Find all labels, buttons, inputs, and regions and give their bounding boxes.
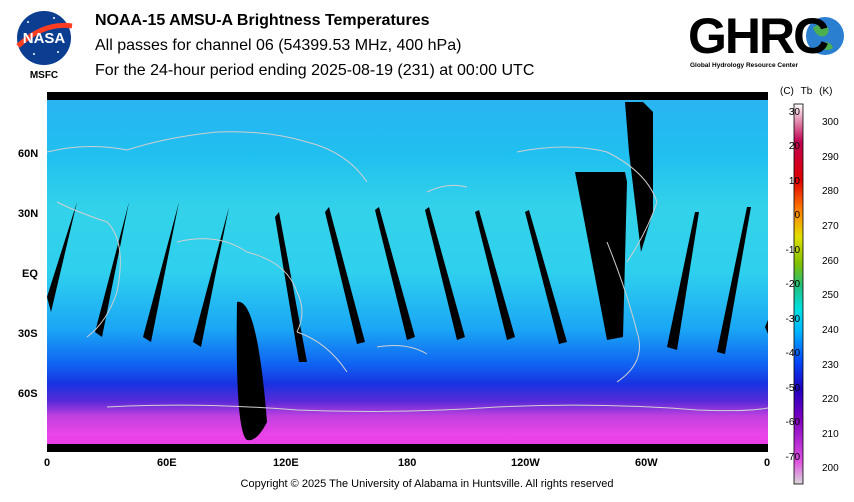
cb-c-m40: -40 [785, 348, 800, 359]
lon-label-0: 0 [44, 457, 51, 469]
swath-gap [95, 202, 129, 337]
cb-c-20: 20 [788, 141, 800, 152]
nasa-logo: NASA [14, 8, 74, 84]
cb-k-200: 200 [822, 463, 839, 474]
colorbar [777, 102, 827, 486]
ghrc-logo [685, 8, 850, 78]
north-pole-no-data [47, 92, 768, 100]
colorbar-header-tb: Tb [800, 86, 813, 97]
lat-label-30n: 30N [18, 208, 39, 220]
colorbar-header: (C) Tb (K) [780, 86, 832, 97]
cb-c-m10: -10 [785, 245, 800, 256]
chart-title: NOAA-15 AMSU-A Brightness Temperatures [95, 12, 430, 29]
cb-k-260: 260 [822, 256, 839, 267]
coastlines [46, 131, 769, 412]
temperature-field [47, 92, 768, 452]
lat-label-eq: EQ [22, 268, 38, 280]
lon-label-60e: 60E [157, 457, 177, 469]
lat-label-60s: 60S [18, 388, 38, 400]
ghrc-subtitle: Global Hydrology Resource Center [690, 62, 798, 69]
cb-c-0: 0 [794, 210, 800, 221]
colorbar-header-celsius: (C) [780, 86, 794, 97]
nasa-logo-text: NASA [23, 30, 66, 47]
colorbar-header-kelvin: (K) [819, 86, 833, 97]
cb-k-250: 250 [822, 290, 839, 301]
lon-label-120e: 120E [273, 457, 299, 469]
cb-c-m30: -30 [785, 314, 800, 325]
swath-gaps [47, 102, 768, 441]
cb-k-300: 300 [822, 117, 839, 128]
cb-c-m60: -60 [785, 417, 800, 428]
lon-label-120w: 120W [511, 457, 540, 469]
cb-c-m50: -50 [785, 383, 800, 394]
cb-k-290: 290 [822, 152, 839, 163]
south-pole-no-data [47, 444, 768, 452]
lat-label-30s: 30S [18, 328, 38, 340]
cb-k-210: 210 [822, 429, 839, 440]
cb-k-240: 240 [822, 325, 839, 336]
lon-label-60w: 60W [635, 457, 658, 469]
cb-k-270: 270 [822, 221, 839, 232]
cb-c-m70: -70 [785, 452, 800, 463]
ghrc-logo-text: GHRC [688, 8, 829, 64]
cb-c-m20: -20 [785, 279, 800, 290]
brightness-temperature-map [46, 92, 769, 452]
cb-k-280: 280 [822, 186, 839, 197]
msfc-label: MSFC [29, 70, 59, 81]
chart-subtitle-period: For the 24-hour period ending 2025-08-19… [95, 62, 535, 79]
lon-label-0-right: 0 [764, 457, 771, 469]
chart-subtitle-channel: All passes for channel 06 (54399.53 MHz,… [95, 37, 462, 54]
lat-label-60n: 60N [18, 148, 39, 160]
cb-k-220: 220 [822, 394, 839, 405]
cb-c-30: 30 [788, 107, 800, 118]
southern-gap [236, 301, 267, 441]
lon-label-180: 180 [398, 457, 417, 469]
cb-c-10: 10 [788, 176, 800, 187]
copyright-notice: Copyright © 2025 The University of Alaba… [240, 478, 614, 490]
cb-k-230: 230 [822, 360, 839, 371]
